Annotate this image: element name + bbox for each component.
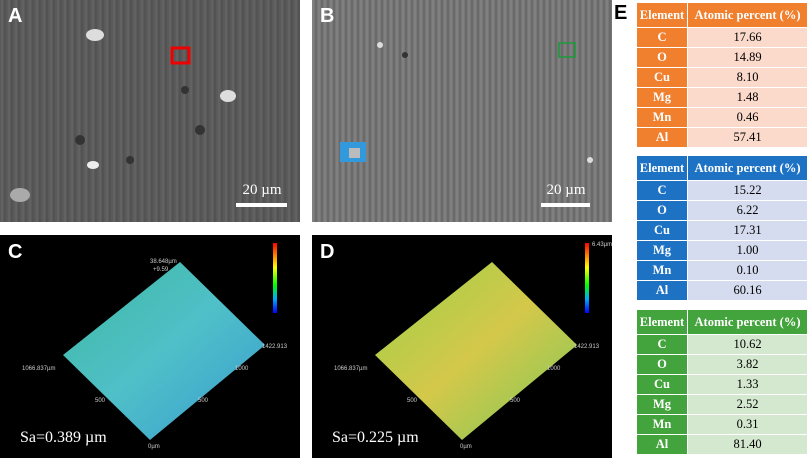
header-cell: Element [636, 309, 688, 335]
axis-label: 1422.913 [262, 344, 288, 350]
cell: 17.31 [687, 220, 808, 241]
cell: 1.48 [687, 87, 808, 108]
cell: 0.46 [687, 107, 808, 128]
cell: 1.33 [687, 374, 808, 395]
cell: Al [636, 434, 688, 455]
scale-bar-label: 20 µm [546, 182, 585, 198]
sem-image-b [312, 0, 612, 222]
axis-label: 0µm [148, 444, 160, 450]
axis-label: 500 [510, 398, 521, 404]
cell: 60.16 [687, 280, 808, 301]
cell: Mn [636, 260, 688, 281]
cell: C [636, 27, 688, 48]
cell: 1.00 [687, 240, 808, 261]
cell: O [636, 47, 688, 68]
cell: Mn [636, 107, 688, 128]
panel-label: A [8, 5, 22, 27]
cell: O [636, 354, 688, 375]
cell: 17.66 [687, 27, 808, 48]
axis-label: 1000 [235, 366, 249, 372]
header-cell: Atomic percent (%) [687, 155, 808, 181]
cell: C [636, 180, 688, 201]
cell: C [636, 334, 688, 355]
surface-map-d [312, 235, 612, 458]
cell: Mg [636, 240, 688, 261]
cell: 8.10 [687, 67, 808, 88]
axis-label: 500 [407, 398, 418, 404]
panel-label: D [320, 241, 334, 263]
sem-image-a [0, 0, 300, 222]
scale-bar-label: 20 µm [242, 182, 281, 198]
image-panels: A B C D 20 µm 20 µm Sa=0.389 µm Sa=0.225 µm 38.6… [0, 0, 612, 458]
element-table: Element Atomic percent (%) C 15.22 O 6.22 Cu 17… [636, 155, 808, 301]
cell: 2.52 [687, 394, 808, 415]
cell: 0.31 [687, 414, 808, 435]
header-cell: Element [636, 155, 688, 181]
cell: 81.40 [687, 434, 808, 455]
cell: Mn [636, 414, 688, 435]
axis-label: 500 [198, 398, 209, 404]
cell: 57.41 [687, 127, 808, 148]
cell: Cu [636, 374, 688, 395]
cell: Al [636, 280, 688, 301]
cell: 15.22 [687, 180, 808, 201]
axis-label: 500 [95, 398, 106, 404]
surface-map-c [0, 235, 300, 458]
axis-label: 1000 [547, 366, 561, 372]
axis-label: +9.59 [153, 267, 169, 273]
roughness-label: Sa=0.389 µm [20, 429, 107, 446]
cell: 14.89 [687, 47, 808, 68]
cell: 0.10 [687, 260, 808, 281]
axis-label: 1066.837µm [22, 366, 55, 372]
panel-label: B [320, 5, 334, 27]
axis-label: 1066.837µm [334, 366, 367, 372]
header-cell: Atomic percent (%) [687, 2, 808, 28]
panel-label: E [614, 2, 628, 24]
panel-label: C [8, 241, 22, 263]
element-table: Element Atomic percent (%) C 17.66 O 14.89 Cu 8… [636, 2, 808, 148]
element-table: Element Atomic percent (%) C 10.62 O 3.82 Cu 1.… [636, 309, 808, 455]
cell: Mg [636, 87, 688, 108]
header-cell: Atomic percent (%) [687, 309, 808, 335]
roughness-label: Sa=0.225 µm [332, 429, 419, 446]
cell: Cu [636, 67, 688, 88]
cell: Al [636, 127, 688, 148]
axis-label: 1422.913 [574, 344, 600, 350]
cell: Cu [636, 220, 688, 241]
cell: 3.82 [687, 354, 808, 375]
cell: 10.62 [687, 334, 808, 355]
axis-label: 6.43µm [592, 242, 612, 248]
cell: O [636, 200, 688, 221]
cell: 6.22 [687, 200, 808, 221]
cell: Mg [636, 394, 688, 415]
header-cell: Element [636, 2, 688, 28]
axis-label: 0µm [460, 444, 472, 450]
axis-label: 38.648µm [150, 259, 177, 265]
